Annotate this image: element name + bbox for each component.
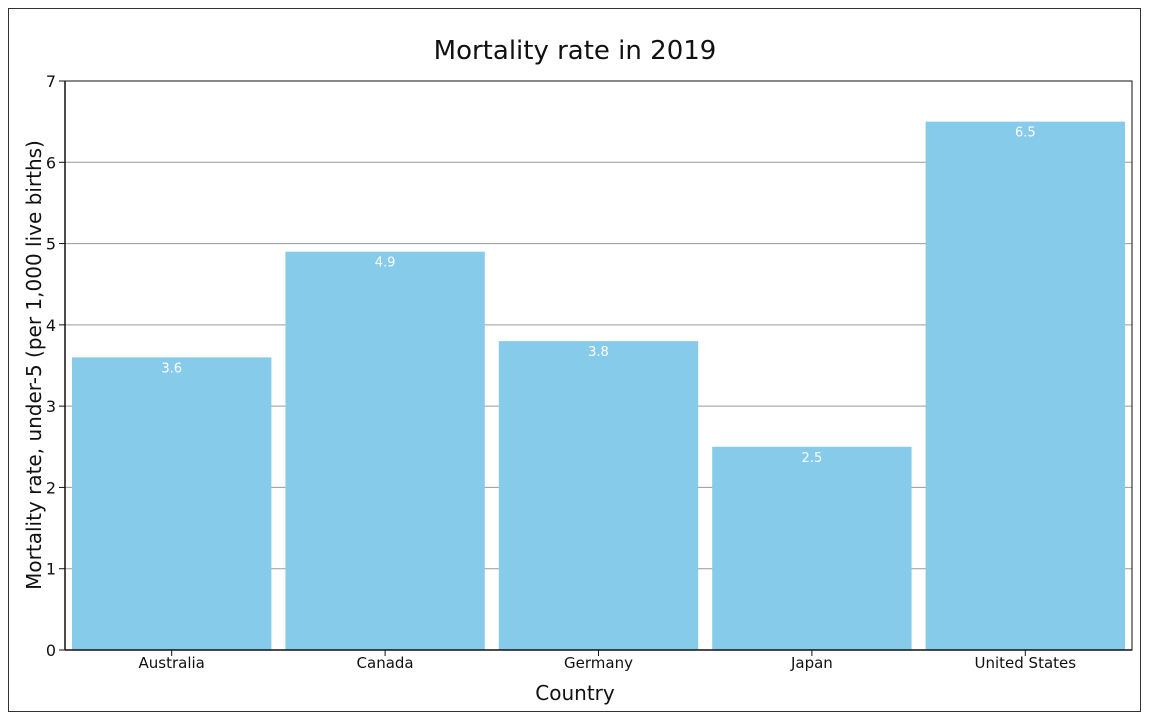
x-tick-label: Canada	[357, 654, 414, 672]
y-tick-label: 2	[46, 478, 56, 497]
data-label: 2.5	[802, 451, 823, 466]
bar-australia[interactable]	[72, 357, 272, 650]
data-label: 3.8	[588, 345, 609, 360]
y-tick-label: 6	[46, 153, 56, 172]
y-tick-label: 4	[46, 316, 56, 335]
x-tick-label: Germany	[564, 654, 633, 672]
bar-canada[interactable]	[285, 251, 485, 650]
y-tick-label: 0	[46, 641, 56, 660]
y-axis-label: Mortality rate, under-5 (per 1,000 live …	[22, 140, 46, 590]
bar-united-states[interactable]	[925, 121, 1125, 650]
x-tick-label: Japan	[790, 654, 833, 672]
chart-frame	[8, 8, 1141, 712]
data-label: 4.9	[375, 256, 396, 271]
x-tick-label: United States	[975, 654, 1077, 672]
y-tick-label: 7	[46, 72, 56, 91]
x-axis-label: Country	[535, 681, 615, 705]
y-tick-label: 5	[46, 235, 56, 254]
y-tick-label: 3	[46, 397, 56, 416]
chart-title: Mortality rate in 2019	[434, 36, 717, 66]
bar-germany[interactable]	[498, 341, 699, 650]
y-tick-label: 1	[46, 560, 56, 579]
data-label: 6.5	[1015, 126, 1036, 141]
data-label: 3.6	[161, 361, 182, 376]
x-tick-label: Australia	[139, 654, 205, 672]
bar-japan[interactable]	[712, 446, 912, 650]
